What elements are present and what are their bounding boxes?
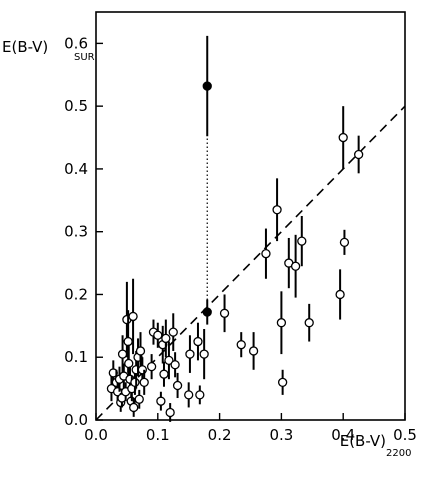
y-tick-label: 0.5	[64, 97, 88, 115]
open-data-point	[261, 249, 271, 259]
open-data-point	[165, 407, 175, 418]
open-data-point	[277, 377, 288, 387]
open-data-point	[139, 377, 149, 387]
open-data-point	[248, 346, 259, 356]
open-data-point	[124, 358, 134, 369]
fit-line	[95, 105, 406, 421]
y-tick-label: 0.4	[64, 160, 88, 178]
open-data-point	[193, 336, 203, 347]
open-data-point	[185, 349, 195, 359]
filled-data-point	[202, 81, 212, 91]
x-tick-label: 0.1	[146, 426, 170, 444]
open-data-point	[153, 330, 163, 340]
open-data-point	[164, 355, 174, 366]
open-data-point	[304, 318, 314, 328]
open-data-point	[135, 346, 146, 356]
data-points-layer	[106, 35, 364, 422]
open-data-point	[134, 394, 144, 404]
open-data-point	[290, 261, 301, 271]
open-data-point	[195, 390, 205, 400]
open-data-point	[297, 236, 307, 246]
open-data-point	[128, 311, 138, 322]
open-data-point	[272, 205, 282, 215]
open-data-point	[236, 340, 246, 350]
y-tick-label: 0.2	[64, 285, 88, 303]
ticks-layer: 0.0 0.1 0.2 0.3 0.4 0.5 0.0 0.1 0.2 0.3 0.4 0.5 0.6	[64, 34, 417, 444]
open-data-point	[159, 369, 169, 379]
open-data-point	[156, 396, 166, 406]
open-data-point	[117, 349, 128, 359]
x-tick-label: 0.4	[331, 426, 355, 444]
open-data-point	[123, 336, 133, 347]
x-axis-label-subscript: 2200	[386, 448, 411, 459]
open-data-point	[335, 289, 345, 300]
filled-data-point	[202, 307, 212, 317]
open-data-point	[339, 237, 350, 248]
open-data-point	[219, 308, 230, 318]
y-tick-label: 0.6	[64, 34, 88, 52]
open-data-point	[172, 380, 183, 391]
x-tick-label: 0.0	[84, 426, 108, 444]
x-tick-label: 0.5	[393, 426, 417, 444]
open-data-point	[161, 333, 171, 344]
open-data-point	[168, 327, 178, 337]
open-data-point	[170, 360, 180, 370]
open-data-point	[338, 132, 348, 143]
y-axis-label-subscript: SUR	[74, 52, 95, 63]
open-data-point	[276, 318, 287, 328]
y-axis-label: E(B-V)	[2, 38, 48, 56]
fit-line-layer	[95, 105, 406, 421]
open-data-point	[146, 361, 157, 372]
x-tick-label: 0.3	[269, 426, 293, 444]
y-tick-label: 0.1	[64, 348, 88, 366]
open-data-point	[129, 402, 139, 413]
open-data-point	[184, 390, 194, 400]
y-tick-label: 0.3	[64, 223, 88, 241]
plot-frame	[95, 11, 406, 421]
x-axis-label: E(B-V)	[340, 432, 386, 450]
open-data-point	[353, 149, 364, 160]
x-tick-label: 0.2	[208, 426, 232, 444]
y-tick-label: 0.0	[64, 411, 88, 429]
open-data-point	[130, 377, 140, 387]
open-data-point	[199, 349, 209, 359]
